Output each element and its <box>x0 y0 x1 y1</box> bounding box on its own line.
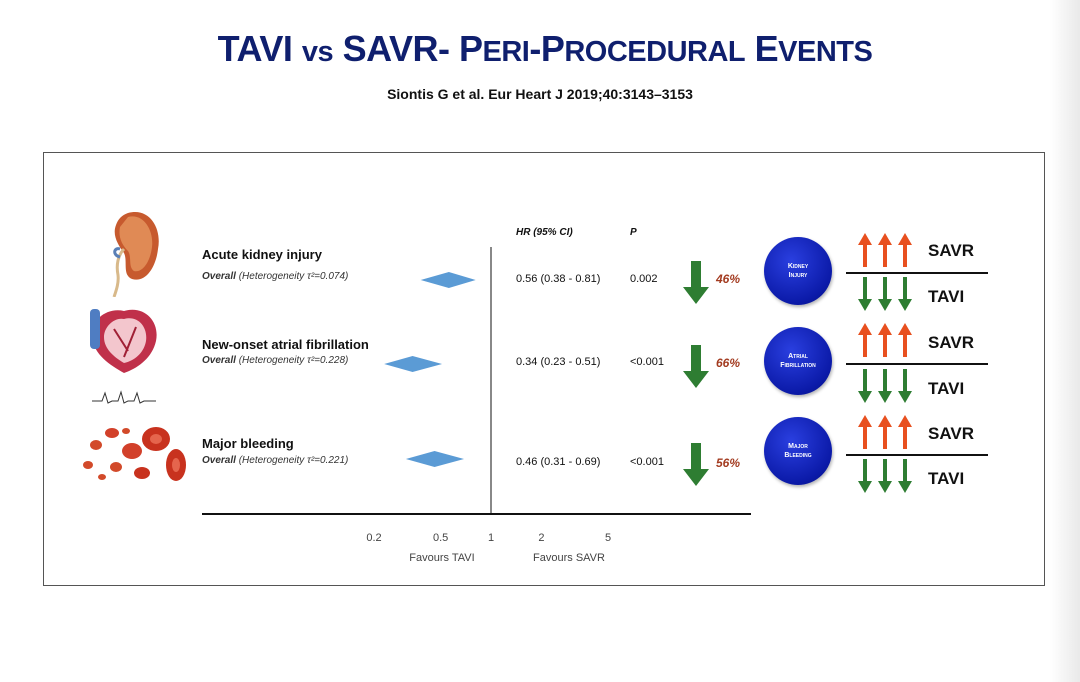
x-tick-label: 0.5 <box>433 532 448 544</box>
x-tick-label: 1 <box>488 532 494 544</box>
down-arrow-icon <box>683 443 709 486</box>
forest-plot-panel: Acute kidney injury Overall (Heterogenei… <box>43 152 1045 586</box>
outcome-label-3: Major bleeding <box>202 436 294 451</box>
heterogeneity-text: (Heterogeneity τ²=0.221) <box>238 455 349 466</box>
badge-line: Bleeding <box>784 452 812 459</box>
title-part: rocedural <box>564 36 746 68</box>
x-tick-label: 5 <box>605 532 611 544</box>
savr-label: SAVR <box>928 333 974 352</box>
overall-label: Overall <box>202 455 236 466</box>
p-value-1: 0.002 <box>630 273 658 285</box>
reduction-1: 46% <box>716 272 741 286</box>
badge-line: Atrial <box>788 352 808 360</box>
down-arrow-icon <box>683 345 709 388</box>
title-part: eri <box>482 36 530 68</box>
badge-line: Fibrillation <box>780 362 816 369</box>
effect-diamond <box>420 272 476 288</box>
divider <box>846 454 988 456</box>
effect-diamond <box>405 451 465 467</box>
down-arrows-icon <box>858 369 912 403</box>
major-bleeding-badge: Major Bleeding <box>764 417 832 485</box>
heterogeneity-text: (Heterogeneity τ²=0.074) <box>238 271 349 282</box>
title-part: vents <box>778 36 873 68</box>
badge-line: Injury <box>788 272 808 279</box>
divider <box>846 272 988 274</box>
outcome-label-1: Acute kidney injury <box>202 247 322 262</box>
savr-label: SAVR <box>928 241 974 260</box>
kidney-injury-badge: Kidney Injury <box>764 237 832 305</box>
p-value-2: <0.001 <box>630 356 664 368</box>
heart-icon <box>90 309 157 373</box>
x-tick-label: 0.2 <box>366 532 381 544</box>
tavi-label: TAVI <box>928 287 965 306</box>
savr-label: SAVR <box>928 424 974 443</box>
down-arrow-icon <box>683 261 709 304</box>
hr-value-2: 0.34 (0.23 - 0.51) <box>516 356 601 368</box>
down-arrows-icon <box>858 277 912 311</box>
forest-plot: 0.2 0.5 1 2 5 Favours TAVI Favours SAVR <box>202 247 751 564</box>
overall-label: Overall <box>202 355 236 366</box>
reduction-2: 66% <box>716 356 741 370</box>
title-part: vs <box>301 36 334 68</box>
heterogeneity-2: Overall (Heterogeneity τ²=0.228) <box>202 355 348 366</box>
overall-label: Overall <box>202 271 236 282</box>
reduction-3: 56% <box>716 456 741 470</box>
tavi-label: TAVI <box>928 379 965 398</box>
p-header: P <box>630 227 637 238</box>
up-arrows-icon <box>858 233 912 267</box>
title-part: -P <box>529 28 565 69</box>
divider <box>846 363 988 365</box>
favours-right-label: Favours SAVR <box>533 552 605 564</box>
citation: Siontis G et al. Eur Heart J 2019;40:314… <box>387 86 693 102</box>
heterogeneity-3: Overall (Heterogeneity τ²=0.221) <box>202 455 348 466</box>
title-part: SAVR- P <box>342 28 483 69</box>
heterogeneity-1: Overall (Heterogeneity τ²=0.074) <box>202 271 348 282</box>
kidney-icon <box>112 211 159 297</box>
hr-header: HR (95% CI) <box>516 227 573 238</box>
up-arrows-icon <box>858 415 912 449</box>
page-edge-shade <box>1050 0 1080 682</box>
tavi-label: TAVI <box>928 469 965 488</box>
up-arrows-icon <box>858 323 912 357</box>
blood-cells-icon <box>83 427 186 481</box>
effect-diamond <box>384 356 443 372</box>
p-value-3: <0.001 <box>630 456 664 468</box>
hr-value-1: 0.56 (0.38 - 0.81) <box>516 273 601 285</box>
ecg-icon <box>92 390 156 404</box>
down-arrows-icon <box>858 459 912 493</box>
page-title: TAVI vs SAVR- Peri-Procedural Events <box>0 28 1080 70</box>
title-part: TAVI <box>217 28 293 69</box>
favours-left-label: Favours TAVI <box>409 552 474 564</box>
hr-value-3: 0.46 (0.31 - 0.69) <box>516 456 601 468</box>
title-part: E <box>745 28 779 69</box>
heterogeneity-text: (Heterogeneity τ²=0.228) <box>238 355 349 366</box>
outcome-label-2: New-onset atrial fibrillation <box>202 337 369 352</box>
badge-line: Major <box>788 442 808 450</box>
badge-line: Kidney <box>787 262 809 270</box>
x-tick-label: 2 <box>538 532 544 544</box>
atrial-fibrillation-badge: Atrial Fibrillation <box>764 327 832 395</box>
